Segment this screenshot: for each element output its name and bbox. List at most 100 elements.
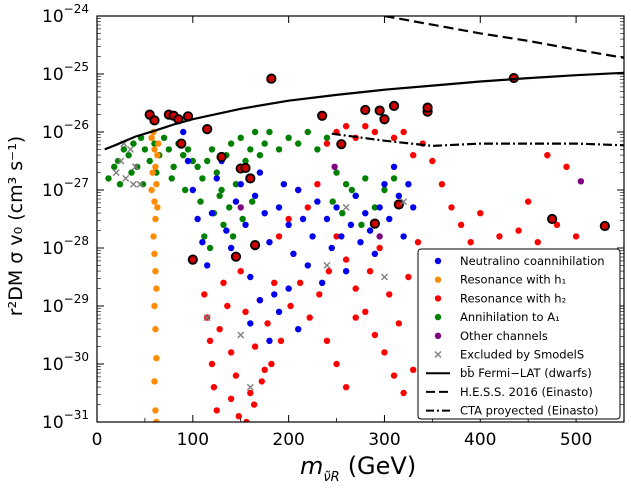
- point-A1-12: [160, 134, 168, 141]
- y-tick-label-5: 10−26: [42, 118, 89, 143]
- point-A1-48: [116, 181, 124, 188]
- point-A1-13: [165, 146, 173, 153]
- point-h1-8: [151, 250, 158, 257]
- point-neutralino-29: [318, 279, 326, 286]
- point-A1-29: [242, 157, 249, 165]
- point-h2-45: [515, 227, 522, 234]
- point-highlight-22: [230, 251, 242, 262]
- point-excluded-0: [112, 169, 120, 177]
- point-excluded-11: [342, 203, 350, 211]
- point-neutralino-4: [199, 239, 206, 246]
- x-tick-label-2: 200: [272, 430, 304, 450]
- point-A1-64: [329, 198, 336, 205]
- point-neutralino-35: [347, 221, 355, 228]
- point-neutralino-42: [381, 181, 388, 188]
- point-excluded-1: [117, 157, 125, 165]
- legend-label-A1: Annihilation to A₁: [460, 310, 560, 324]
- x-tick-label-5: 500: [560, 430, 592, 450]
- point-A1-21: [203, 157, 211, 165]
- legend-label-neutralino: Neutralino coannihilation: [460, 254, 605, 268]
- point-neutralino-25: [299, 215, 307, 223]
- x-tick-label-1: 100: [177, 430, 209, 450]
- point-A1-22: [208, 146, 216, 153]
- point-h2-86: [277, 337, 285, 344]
- point-A1-17: [184, 146, 192, 153]
- point-h2-70: [405, 273, 412, 281]
- lines-layer: [104, 16, 624, 151]
- point-neutralino-44: [390, 163, 398, 170]
- point-A1-53: [181, 186, 189, 194]
- point-A1-30: [247, 146, 254, 153]
- legend-label-hess: H.E.S.S. 2016 (Einasto): [460, 385, 593, 399]
- point-neutralino-26: [304, 262, 311, 269]
- point-h2-49: [553, 221, 561, 228]
- point-h2-10: [232, 372, 240, 379]
- point-A1-44: [362, 175, 369, 182]
- y-tick-label-7: 10−24: [42, 2, 89, 27]
- point-A1-6: [134, 163, 141, 170]
- point-h2-68: [386, 291, 393, 298]
- point-h2-87: [287, 302, 294, 310]
- point-A1-42: [342, 181, 350, 188]
- point-highlight-23: [250, 240, 261, 251]
- point-neutralino-22: [285, 221, 292, 228]
- point-A1-16: [180, 152, 187, 159]
- point-h1-17: [148, 134, 155, 141]
- point-neutralino-6: [208, 210, 216, 217]
- point-h2-11: [237, 268, 244, 275]
- point-excluded-14: [323, 261, 331, 269]
- point-neutralino-32: [333, 204, 340, 211]
- point-neutralino-48: [410, 204, 417, 211]
- legend-marker-A1: [434, 313, 442, 321]
- point-h2-12: [242, 308, 249, 315]
- point-h2-13: [247, 389, 254, 397]
- point-h2-19: [271, 279, 278, 286]
- point-neutralino-24: [295, 186, 302, 194]
- point-h1-10: [153, 285, 160, 292]
- point-highlight-24: [369, 218, 380, 229]
- point-A1-39: [314, 146, 321, 153]
- legend-label-other: Other channels: [460, 329, 548, 343]
- point-A1-61: [206, 244, 214, 252]
- legend-marker-other: [434, 332, 442, 339]
- point-neutralino-36: [352, 192, 359, 199]
- point-h2-16: [261, 366, 268, 373]
- point-h2-64: [342, 384, 350, 391]
- point-neutralino-30: [323, 215, 331, 223]
- point-h2-6: [216, 326, 223, 333]
- point-highlight-1: [149, 115, 160, 126]
- point-h2-88: [296, 279, 304, 286]
- point-neutralino-54: [247, 320, 254, 327]
- y-tick-label-0: 10−31: [42, 408, 89, 433]
- point-A1-33: [261, 140, 268, 147]
- point-highlight-10: [245, 173, 256, 184]
- point-h1-7: [150, 233, 157, 240]
- point-h2-54: [342, 256, 350, 263]
- legend-label-h2: Resonance with h₂: [460, 291, 566, 305]
- plot-frame: [96, 15, 625, 423]
- point-A1-38: [304, 128, 311, 136]
- point-h1-6: [152, 215, 159, 223]
- point-A1-31: [251, 128, 259, 136]
- point-h2-51: [572, 233, 580, 240]
- point-neutralino-59: [295, 326, 302, 333]
- x-tick-label-3: 300: [368, 430, 400, 450]
- point-A1-62: [216, 192, 223, 199]
- point-excluded-2: [122, 174, 130, 182]
- point-other-1: [331, 163, 338, 170]
- y-axis-title: r²DM σ v₀ (cm³ s⁻¹): [5, 136, 27, 316]
- point-A1-56: [220, 221, 227, 228]
- point-neutralino-37: [357, 239, 364, 246]
- point-neutralino-14: [247, 273, 254, 281]
- point-h2-24: [314, 181, 321, 188]
- point-A1-14: [170, 163, 177, 170]
- point-highlight-19: [422, 102, 433, 113]
- point-neutralino-56: [266, 337, 273, 344]
- point-h2-21: [285, 215, 292, 223]
- point-A1-52: [168, 175, 175, 182]
- point-highlight-7: [202, 124, 213, 135]
- legend-marker-h2: [434, 295, 442, 302]
- point-A1-45: [371, 204, 379, 211]
- legend-label-excluded: Excluded by SmodelS: [460, 348, 584, 362]
